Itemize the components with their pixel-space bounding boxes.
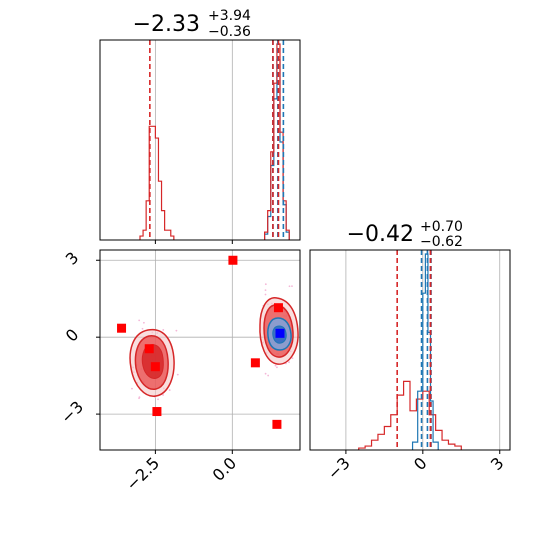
scatter-point	[162, 394, 165, 396]
tick-labels: −2.5 0.0 −3 0 3 3 0 −3	[57, 248, 508, 494]
red-square-marker	[228, 255, 238, 265]
red-square-marker	[117, 323, 127, 333]
param1-title-plus: +3.94	[208, 8, 251, 24]
scatter-point	[138, 319, 141, 322]
joint-y-tick-label: 0	[62, 325, 83, 346]
param1-title-minus: −0.36	[208, 24, 251, 40]
scatter-point	[291, 285, 293, 288]
red-square-marker	[272, 419, 282, 429]
red-square-marker	[273, 303, 283, 313]
red-square-marker	[144, 344, 154, 354]
scatter-point	[138, 397, 140, 400]
scatter-point	[264, 289, 267, 292]
blue-square-marker	[275, 328, 285, 338]
param2-title: −0.42 +0.70 −0.62	[347, 219, 463, 250]
blue-histogram	[411, 253, 439, 450]
scatter-point	[175, 329, 178, 332]
param1-histogram-panel	[99, 39, 301, 241]
scatter-point	[264, 293, 267, 296]
scatter-point	[274, 364, 277, 367]
param1-title: −2.33 +3.94 −0.36	[133, 8, 251, 40]
red-histogram	[358, 380, 462, 450]
scatter-point	[267, 374, 270, 377]
param2-title-plus: +0.70	[420, 219, 463, 235]
scatter-point	[264, 283, 267, 286]
blue-histogram	[264, 59, 290, 240]
tick-marks	[96, 240, 501, 454]
param1-title-median: −2.33	[133, 12, 200, 37]
param2-histogram-panel	[309, 249, 511, 451]
scatter-point	[288, 285, 291, 288]
scatter-point	[276, 366, 278, 369]
scatter-point	[264, 372, 267, 375]
scatter-point	[291, 357, 294, 360]
param2-title-median: −0.42	[347, 222, 414, 247]
param2-quantile-lines	[396, 250, 432, 450]
joint-panel	[99, 249, 301, 451]
param1-axes-frame	[99, 39, 301, 241]
param2-x-tick-label: 3	[487, 453, 508, 474]
red-square-marker	[152, 407, 162, 417]
param2-axes-frame	[309, 249, 511, 451]
scatter-point	[142, 321, 145, 324]
param2-x-tick-label: −3	[324, 453, 354, 483]
param1-quantile-lines	[149, 40, 285, 240]
red-histogram-left-mode	[139, 125, 175, 240]
scatter-point	[176, 373, 179, 376]
red-square-marker	[250, 358, 260, 368]
scatter-point	[131, 387, 133, 390]
scatter-point	[157, 398, 159, 401]
joint-y-tick-label: −3	[57, 397, 87, 427]
param2-histograms	[358, 253, 462, 450]
param1-histograms	[139, 43, 290, 240]
scatter-point	[141, 327, 144, 330]
red-histogram-right-mode	[264, 43, 290, 240]
param2-title-minus: −0.62	[420, 234, 463, 250]
param1-grid	[154, 40, 233, 240]
joint-x-tick-label: 0.0	[209, 453, 240, 484]
scatter-point	[162, 329, 165, 331]
joint-y-tick-label: 3	[62, 248, 83, 269]
joint-markers	[117, 255, 285, 429]
red-square-marker	[150, 362, 160, 372]
scatter-point	[168, 389, 171, 391]
param2-x-tick-label: 0	[410, 453, 431, 474]
joint-axes-frame	[99, 249, 301, 451]
joint-x-tick-label: −2.5	[122, 453, 163, 494]
scatter-point	[288, 361, 290, 364]
